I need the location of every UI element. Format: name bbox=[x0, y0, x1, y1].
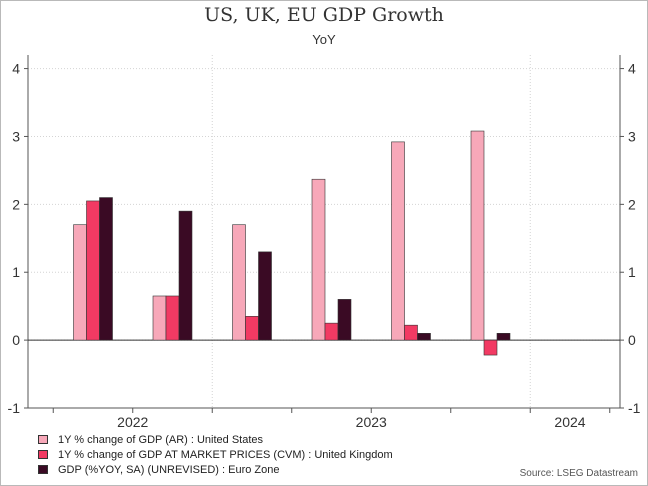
source-note: Source: LSEG Datastream bbox=[519, 468, 638, 479]
bar-series-1 bbox=[311, 178, 326, 341]
bar-series-1 bbox=[152, 295, 167, 341]
y-tick-label-right: 2 bbox=[628, 196, 636, 212]
bar-series-3 bbox=[178, 210, 193, 341]
bar-series-3 bbox=[258, 251, 272, 341]
x-tick-label: 2022 bbox=[117, 414, 148, 430]
y-tick-label-left: -1 bbox=[8, 400, 21, 416]
y-tick-label-left: 4 bbox=[12, 61, 20, 77]
bar-series-1 bbox=[470, 130, 485, 341]
bar-series-3 bbox=[337, 299, 352, 341]
y-tick-label-left: 1 bbox=[12, 264, 20, 280]
legend-swatch bbox=[38, 465, 48, 474]
bar-series-2 bbox=[245, 316, 259, 341]
legend-swatch bbox=[38, 435, 48, 444]
bar-series-2 bbox=[324, 322, 339, 341]
legend-item: 1Y % change of GDP (AR) : United States bbox=[38, 432, 393, 447]
legend-swatch bbox=[38, 450, 48, 459]
legend-item: 1Y % change of GDP AT MARKET PRICES (CVM… bbox=[38, 447, 393, 462]
chart-legend: 1Y % change of GDP (AR) : United States 1… bbox=[38, 432, 393, 477]
x-tick-label: 2024 bbox=[554, 414, 585, 430]
bar-series-3 bbox=[496, 333, 511, 341]
legend-label: 1Y % change of GDP (AR) : United States bbox=[58, 433, 264, 446]
bar-series-2 bbox=[165, 295, 180, 341]
bar-series-1 bbox=[73, 224, 87, 341]
y-tick-label-right: 3 bbox=[628, 128, 636, 144]
bar-series-2 bbox=[483, 339, 498, 356]
legend-label: GDP (%YOY, SA) (UNREVISED) : Euro Zone bbox=[58, 463, 280, 476]
y-tick-label-left: 3 bbox=[12, 128, 20, 144]
y-tick-label-right: -1 bbox=[628, 400, 641, 416]
bar-series-2 bbox=[404, 324, 418, 341]
chart-title: US, UK, EU GDP Growth bbox=[204, 4, 444, 26]
y-tick-label-left: 2 bbox=[12, 196, 20, 212]
legend-item: GDP (%YOY, SA) (UNREVISED) : Euro Zone bbox=[38, 462, 393, 477]
y-tick-label-left: 0 bbox=[12, 332, 20, 348]
legend-label: 1Y % change of GDP AT MARKET PRICES (CVM… bbox=[58, 448, 393, 461]
y-tick-label-right: 0 bbox=[628, 332, 636, 348]
bar-series-3 bbox=[417, 333, 431, 341]
bar-series-1 bbox=[391, 141, 405, 341]
bar-series-3 bbox=[99, 197, 113, 341]
bar-series-2 bbox=[86, 200, 100, 341]
x-tick-label: 2023 bbox=[356, 414, 387, 430]
chart-subtitle: YoY bbox=[312, 32, 336, 47]
bar-series-1 bbox=[232, 224, 246, 341]
y-tick-label-right: 1 bbox=[628, 264, 636, 280]
y-tick-label-right: 4 bbox=[628, 61, 636, 77]
